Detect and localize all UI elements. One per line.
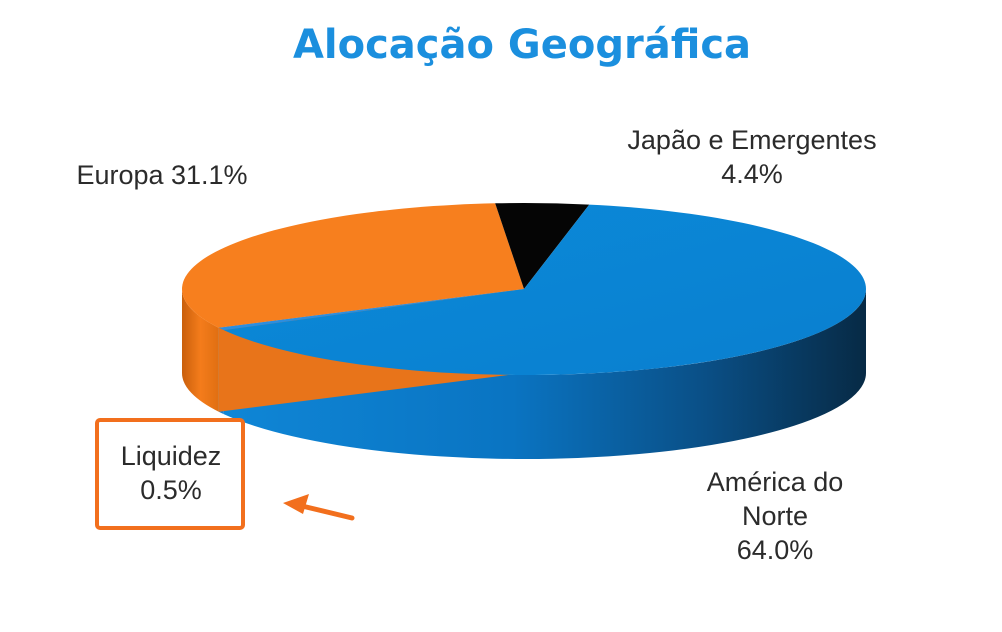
label-europa-line-0: Europa 31.1% <box>76 160 247 190</box>
chart-title: Alocação Geográfica <box>293 22 751 68</box>
slice-europa <box>181 203 524 328</box>
liquidez-arrow-head <box>283 494 309 514</box>
label-america-line-1: Norte <box>742 501 808 531</box>
label-liquidez-line-0: Liquidez <box>121 441 222 471</box>
label-japao-line-0: Japão e Emergentes <box>627 125 876 155</box>
liquidez-arrow-shaft <box>299 503 355 521</box>
slice-america-do-norte <box>223 204 866 375</box>
slice-liquidez <box>218 289 524 331</box>
label-america-line-0: América do <box>707 467 844 497</box>
label-america-line-2: 64.0% <box>737 535 814 565</box>
slice-europa-side <box>182 289 219 412</box>
slice-america-side <box>223 289 867 460</box>
label-japao-line-1: 4.4% <box>721 159 783 189</box>
slice-japao-e-emergentes <box>495 203 590 289</box>
liquidez-highlight-box <box>95 418 245 530</box>
label-liquidez-line-1: 0.5% <box>140 475 202 505</box>
